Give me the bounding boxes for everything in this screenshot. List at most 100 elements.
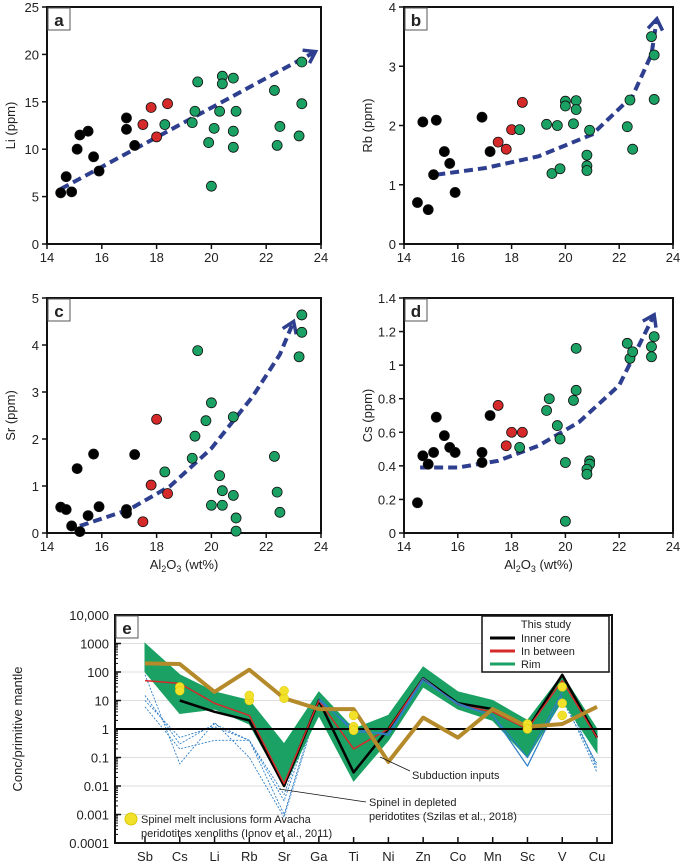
data-point-inner-core [88, 151, 99, 163]
data-point-rim [627, 346, 639, 358]
data-point-rim [541, 118, 552, 130]
data-point-rim [159, 466, 171, 478]
y-tick-label: 0.001 [76, 808, 109, 823]
y-tick-label: 100 [87, 665, 109, 680]
data-point-rim [269, 450, 280, 462]
y-tick-label: 0.01 [84, 779, 109, 794]
data-point-rim [624, 94, 636, 106]
data-point-rim [646, 341, 657, 353]
data-point-in-between [151, 413, 163, 425]
y-axis-label: Conc/primitive mantle [10, 667, 25, 792]
y-tick-label: 0.0001 [69, 836, 109, 851]
data-point-rim [296, 309, 308, 321]
subduction-inputs-line [144, 661, 598, 764]
data-point-inner-core [93, 165, 105, 177]
data-point-inner-core [129, 449, 141, 460]
legend-title: This study [521, 619, 572, 631]
y-tick-label: 2 [389, 119, 396, 134]
data-point-inner-core [412, 197, 423, 208]
data-point-rim [570, 104, 582, 115]
data-point-rim [581, 165, 593, 176]
x-tick-label: 18 [149, 539, 163, 554]
data-point-inner-core [484, 146, 496, 157]
data-point-rim [205, 499, 217, 511]
panel-a: 14 16 18 20 22 24 0 5 10 15 20 25 Li (ppm) a [3, 0, 328, 265]
panel-label-box [115, 615, 139, 639]
data-point-rim [227, 411, 239, 423]
x-tick-label: 20 [204, 250, 218, 265]
data-point-rim [551, 120, 563, 131]
data-point-rim [208, 122, 220, 134]
y-tick-label: 0 [32, 526, 39, 541]
data-point-rim [192, 345, 204, 357]
data-point-rim [621, 337, 633, 349]
data-point-in-between [145, 479, 157, 491]
data-point-inner-core [428, 169, 439, 181]
y-tick-label: 25 [25, 0, 39, 15]
data-point-inner-core [60, 504, 72, 515]
data-point-in-between [506, 426, 518, 438]
y-tick-label: 0 [32, 237, 39, 252]
melt-annotation-line1: Spinel melt inclusions form Avacha [141, 814, 312, 826]
data-point-rim [296, 56, 308, 68]
y-tick-label: 0.6 [378, 425, 396, 440]
x-tick-label: 24 [666, 250, 680, 265]
panel-label-box [404, 7, 428, 31]
data-point-rim [570, 384, 582, 396]
data-point-inner-core [93, 501, 105, 513]
subduction-leader [379, 756, 411, 772]
data-point-inner-core [417, 116, 429, 128]
y-tick-label: 0 [389, 237, 396, 252]
x-axis-label: Al2O3 (wt%) [150, 557, 219, 574]
data-point-rim [648, 94, 660, 105]
data-point-in-between [162, 98, 173, 110]
data-point-rim [192, 76, 204, 88]
x-tick-label: Cs [172, 849, 188, 863]
data-point-rim [293, 351, 305, 363]
legend-entry: Inner core [521, 633, 571, 645]
data-point-in-between [137, 119, 149, 130]
data-point-rim [568, 118, 579, 130]
data-point-rim [560, 100, 571, 112]
data-point-rim [274, 506, 286, 518]
plot-frame [403, 6, 674, 245]
y-tick-label: 10 [95, 694, 109, 709]
y-axis-label: Sr (ppm) [3, 390, 18, 441]
spinel-annotation-line1: Spinel in depleted [369, 797, 456, 809]
data-point-inner-core [476, 447, 488, 458]
x-tick-label: 20 [558, 250, 572, 265]
data-point-inner-core [412, 497, 423, 509]
x-tick-label: 16 [451, 539, 465, 554]
x-tick-label: 22 [259, 250, 273, 265]
data-point-rim [581, 468, 593, 480]
x-tick-label: 18 [504, 250, 518, 265]
data-point-rim [214, 105, 226, 117]
x-tick-label: Sb [137, 849, 153, 863]
trend-arrowhead [302, 48, 319, 64]
data-point-rim [216, 499, 228, 511]
y-axis-label: Li (ppm) [3, 102, 18, 150]
data-point-inner-core [74, 526, 86, 537]
data-point-rim [584, 124, 596, 136]
y-tick-label: 1 [102, 722, 109, 737]
y-tick-label: 3 [389, 59, 396, 74]
data-point-in-between [516, 426, 528, 438]
melt-inclusion-point [348, 710, 359, 721]
x-tick-label: 16 [95, 250, 109, 265]
data-point-rim [159, 119, 171, 130]
panel-label-box [47, 298, 71, 322]
data-point-rim [216, 485, 228, 497]
panel-d: 14 16 18 20 22 24 0 0.2 0.4 0.6 0.8 1 1.2 1.4 Cs (ppm)… [360, 291, 680, 574]
x-tick-label: 18 [149, 250, 163, 265]
y-tick-label: 0.8 [378, 392, 396, 407]
melt-inclusion-point [557, 710, 567, 721]
data-point-inner-core [71, 143, 83, 155]
data-point-in-between [151, 131, 163, 143]
subduction-annotation: Subduction inputs [412, 770, 500, 782]
trend-arrowhead [641, 312, 658, 328]
data-point-rim [230, 525, 242, 537]
legend-entry: In between [521, 646, 575, 658]
data-point-in-between [492, 400, 504, 411]
plot-frame [403, 297, 674, 534]
data-point-inner-core [82, 125, 94, 137]
